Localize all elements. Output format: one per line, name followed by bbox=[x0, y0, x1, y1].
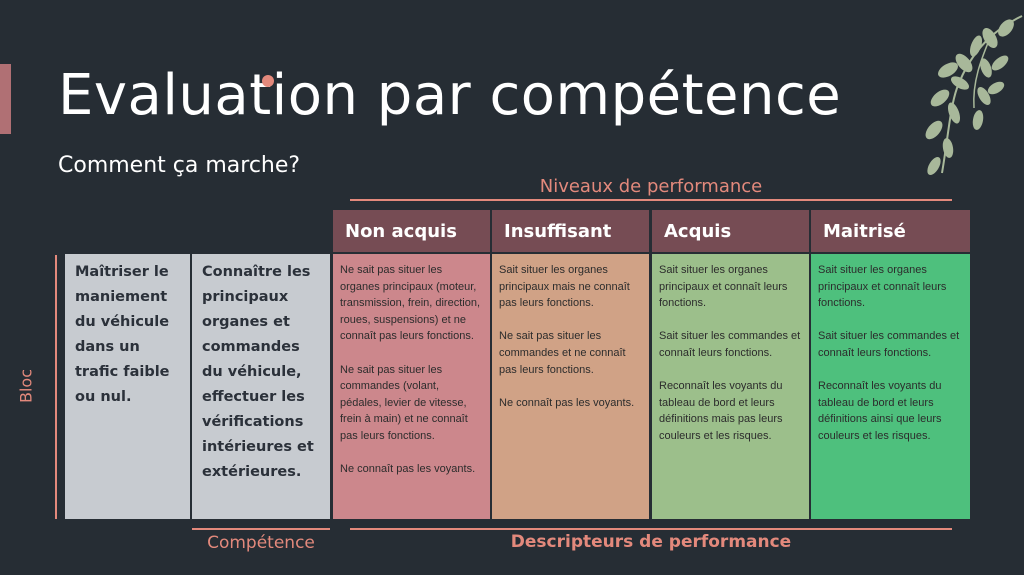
leaf-branch-icon bbox=[925, 15, 1023, 176]
level-header-acquis: Acquis bbox=[652, 210, 809, 252]
bloc-axis-label: Bloc bbox=[16, 368, 36, 404]
descriptor-non-acquis: Ne sait pas situer les organes principau… bbox=[333, 254, 490, 519]
level-header-non-acquis: Non acquis bbox=[333, 210, 490, 252]
level-header-maitrise: Maitrisé bbox=[811, 210, 970, 252]
descriptor-acquis: Sait situer les organes principaux et co… bbox=[652, 254, 809, 519]
descriptor-maitrise: Sait situer les organes principaux et co… bbox=[811, 254, 970, 519]
bloc-divider bbox=[55, 255, 57, 519]
descriptors-divider bbox=[350, 528, 952, 530]
levels-divider bbox=[350, 199, 952, 201]
page-title: Evaluation par compétence bbox=[58, 63, 842, 128]
page-subtitle: Comment ça marche? bbox=[58, 153, 301, 178]
descriptors-label: Descripteurs de performance bbox=[510, 532, 792, 552]
bloc-cell: Maîtriser le maniement du véhicule dans … bbox=[65, 254, 190, 519]
title-accent-bar bbox=[0, 64, 11, 134]
descriptor-insuffisant: Sait situer les organes principaux mais … bbox=[492, 254, 649, 519]
level-header-insuffisant: Insuffisant bbox=[492, 210, 649, 252]
competence-label: Compétence bbox=[207, 533, 315, 553]
levels-heading: Niveaux de performance bbox=[539, 176, 763, 197]
competence-cell: Connaître les principaux organes et comm… bbox=[192, 254, 330, 519]
title-dot-accent bbox=[262, 75, 274, 87]
competence-divider bbox=[192, 528, 330, 530]
